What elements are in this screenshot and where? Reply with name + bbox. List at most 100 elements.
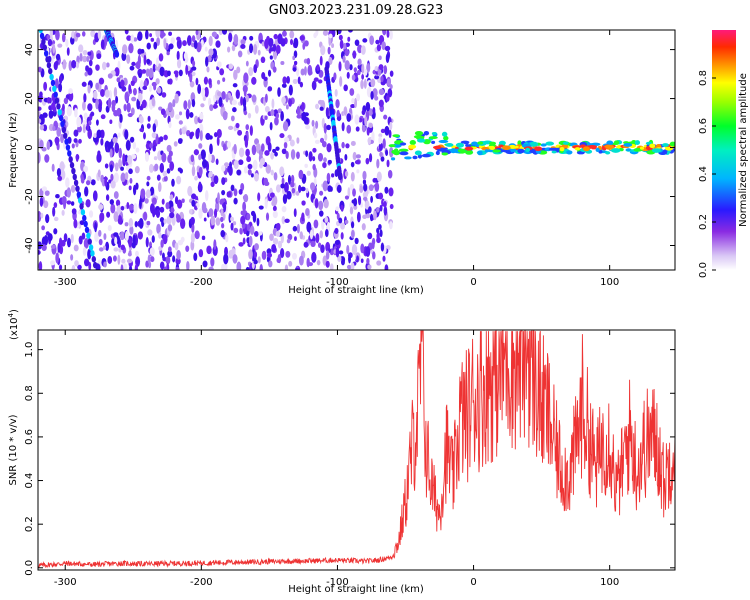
heatmap-noise-cell [384,264,389,270]
snr-x-tick-label: 100 [600,577,619,588]
heatmap-noise-cell [161,92,167,98]
heatmap-noise-cell [153,156,158,161]
heatmap-noise-cell [376,260,382,266]
heatmap-trace-cell [49,73,54,81]
heatmap-noise-cell [362,170,367,181]
heatmap-noise-cell [43,200,49,209]
heatmap-noise-cell [151,132,157,139]
heatmap-trace-cell [92,261,98,269]
heatmap-noise-cell [124,222,129,227]
heatmap-noise-cell [250,210,256,217]
heatmap-signal-cell [489,141,497,146]
heatmap-trace-cell [65,144,71,151]
heatmap-noise-cell [380,242,385,252]
heatmap-noise-cell [389,146,394,158]
heatmap-noise-cell [201,159,208,168]
heatmap-noise-cell [258,205,264,210]
heatmap-signal-cell [606,140,614,146]
heatmap-noise-cell [87,84,91,94]
heatmap-noise-cell [253,251,258,259]
heatmap-noise-cell [281,96,286,104]
heatmap-noise-cell [344,170,349,177]
heatmap-signal-cell [471,141,478,146]
heatmap-trace-cell [77,197,83,204]
heatmap-noise-cell [335,206,340,212]
snr-y-tick-label: 0.2 [24,516,35,532]
heatmap-noise-cell [177,138,183,144]
heatmap-noise-cell [101,61,107,71]
heatmap-signal-cell [529,141,539,147]
heatmap-noise-cell [117,215,123,225]
heatmap-noise-cell [245,60,249,67]
heatmap-noise-cell [152,144,157,152]
heatmap-noise-cell [231,99,238,106]
heatmap-noise-cell [344,60,350,71]
heatmap-noise-cell [236,66,241,74]
heatmap-noise-cell [78,138,82,144]
heatmap-noise-cell [191,71,196,77]
snr-scale-exponent: 4 [7,312,15,317]
heatmap-noise-cell [372,251,376,260]
heatmap-noise-cell [107,225,112,232]
heatmap-noise-cell [87,128,93,140]
heatmap-noise-cell [235,122,240,129]
heatmap-noise-cell [326,221,330,231]
heatmap-noise-cell [209,143,213,155]
snr-x-label: Height of straight line (km) [288,584,424,595]
heatmap-noise-cell [230,216,234,222]
heatmap-noise-cell [132,88,137,96]
heatmap-noise-cell [227,165,231,173]
heatmap-noise-cell [383,201,387,208]
heatmap-noise-cell [95,82,100,90]
heatmap-noise-cell [220,208,224,217]
heatmap-noise-cell [41,225,45,231]
heatmap-noise-cell [301,101,305,112]
heatmap-noise-cell [350,161,355,168]
heatmap-noise-cell [101,129,105,139]
heatmap-noise-cell [95,64,100,71]
heatmap-noise-cell [134,221,138,228]
heatmap-noise-cell [352,188,356,197]
heatmap-signal-cell [610,148,621,153]
heatmap-noise-cell [38,211,42,222]
heatmap-noise-cell [143,54,147,66]
heatmap-noise-cell [54,60,59,66]
heatmap-noise-cell [347,30,353,33]
heatmap-noise-cell [382,30,387,36]
heatmap-noise-cell [173,141,178,147]
heatmap-noise-cell [273,33,278,40]
heatmap-noise-cell [213,132,218,138]
heatmap-signal-cell [455,142,465,148]
heatmap-noise-cell [379,229,383,238]
heatmap-signal-cell [625,148,631,152]
heatmap-noise-cell [47,233,53,242]
heatmap-noise-cell [280,233,284,244]
heatmap-noise-cell [292,55,296,61]
heatmap-noise-cell [289,30,295,39]
heatmap-noise-cell [306,221,312,233]
heatmap-noise-cell [334,227,339,235]
heatmap-noise-cell [125,139,131,151]
heatmap-trace-cell [337,173,343,181]
heatmap-noise-cell [222,143,227,152]
heatmap-noise-cell [272,210,278,219]
heatmap-noise-cell [71,60,77,69]
heatmap-noise-cell [63,233,68,243]
heatmap-noise-cell [311,251,317,263]
heatmap-trace-cell [41,38,46,45]
heatmap-noise-cell [244,137,249,148]
heatmap-trace-cell [69,161,75,169]
heatmap-noise-cell [237,129,243,136]
heatmap-noise-cell [378,133,383,138]
heatmap-noise-cell [218,30,223,36]
heatmap-noise-cell [159,136,164,142]
heatmap-noise-cell [306,170,311,176]
heatmap-noise-cell [317,99,324,105]
heatmap-noise-cell [140,188,146,199]
heatmap-noise-cell [208,135,213,140]
heatmap-noise-cell [300,186,306,192]
heatmap-signal-cell [398,148,409,153]
heatmap-noise-cell [380,128,386,134]
heatmap-noise-cell [59,161,65,172]
heatmap-noise-cell [96,119,99,126]
